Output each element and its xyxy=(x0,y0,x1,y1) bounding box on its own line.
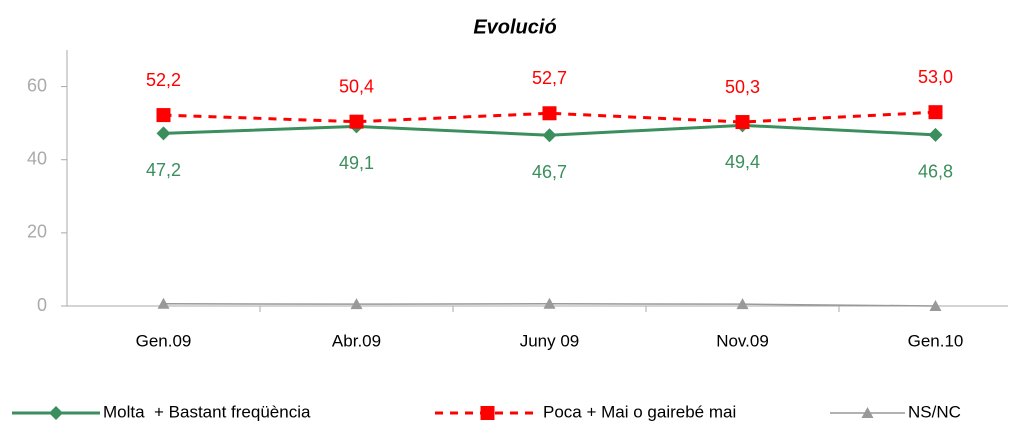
data-point xyxy=(929,300,942,311)
legend-label: Poca + Mai o gairebé mai xyxy=(543,402,736,421)
data-point xyxy=(928,127,943,142)
legend-label: NS/NC xyxy=(908,402,961,421)
data-point xyxy=(928,105,943,120)
x-tick-label: Gen.10 xyxy=(908,331,964,350)
data-label: 52,7 xyxy=(532,68,567,88)
data-point xyxy=(542,128,557,143)
legend-marker xyxy=(49,406,63,420)
data-label: 50,4 xyxy=(339,76,374,96)
legend-marker xyxy=(861,407,874,418)
data-label: 53,0 xyxy=(918,67,953,87)
data-label: 52,2 xyxy=(146,70,181,90)
y-tick-label: 0 xyxy=(37,295,47,315)
legend-label: Molta + Bastant freqüència xyxy=(103,402,311,421)
x-tick-label: Abr.09 xyxy=(332,331,381,350)
data-label: 49,4 xyxy=(725,152,760,172)
data-point xyxy=(350,298,363,310)
x-tick-label: Nov.09 xyxy=(716,331,769,350)
data-point xyxy=(349,114,364,129)
data-label: 50,3 xyxy=(725,77,760,97)
y-tick-label: 20 xyxy=(27,222,47,242)
y-tick-label: 60 xyxy=(27,75,47,95)
data-label: 49,1 xyxy=(339,153,374,173)
x-tick-label: Juny 09 xyxy=(520,331,580,350)
data-point xyxy=(543,297,556,309)
data-label: 47,2 xyxy=(146,160,181,180)
legend-marker xyxy=(480,406,495,420)
data-point xyxy=(542,106,557,121)
x-tick-label: Gen.09 xyxy=(136,331,192,350)
data-point xyxy=(735,115,750,130)
data-point xyxy=(736,298,749,310)
y-tick-label: 40 xyxy=(27,148,47,168)
data-point xyxy=(156,108,171,123)
data-label: 46,7 xyxy=(532,162,567,182)
data-point xyxy=(157,297,170,309)
data-label: 46,8 xyxy=(918,162,953,182)
chart-title: Evolució xyxy=(473,16,556,38)
data-point xyxy=(156,126,171,141)
